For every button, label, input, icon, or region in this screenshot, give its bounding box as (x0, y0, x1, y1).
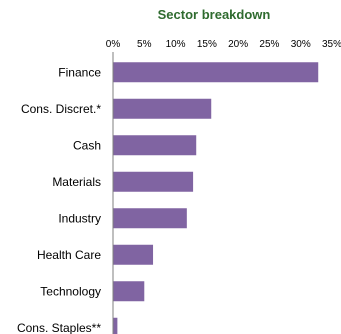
x-tick-label: 0% (106, 39, 121, 50)
bar-cash (113, 135, 197, 156)
x-tick-label: 35% (322, 39, 341, 50)
category-label: Industry (58, 211, 101, 225)
x-axis-ticks: 0% 5% 10% 15% 20% 25% 30% 35% (106, 39, 341, 50)
category-label: Cons. Discret.* (21, 102, 101, 116)
bar-health-care (113, 244, 154, 265)
chart-title: Sector breakdown (158, 7, 271, 22)
category-label: Health Care (37, 248, 101, 262)
bar-industry (113, 208, 187, 229)
x-tick-label: 30% (291, 39, 311, 50)
category-label: Cash (73, 138, 101, 152)
bar-cons-discret (113, 98, 212, 119)
category-label: Finance (58, 65, 101, 79)
bars-group (113, 62, 319, 334)
x-tick-label: 20% (228, 39, 248, 50)
category-label: Materials (52, 175, 101, 189)
x-tick-label: 5% (137, 39, 152, 50)
bar-finance (113, 62, 319, 83)
category-label: Cons. Staples** (17, 321, 101, 334)
category-label: Technology (40, 284, 101, 298)
category-labels: Finance Cons. Discret.* Cash Materials Indus… (17, 65, 101, 334)
bar-cons-staples (113, 317, 118, 334)
x-tick-label: 15% (197, 39, 217, 50)
bar-technology (113, 281, 145, 302)
bar-materials (113, 171, 194, 192)
x-tick-label: 10% (166, 39, 186, 50)
x-tick-label: 25% (259, 39, 279, 50)
